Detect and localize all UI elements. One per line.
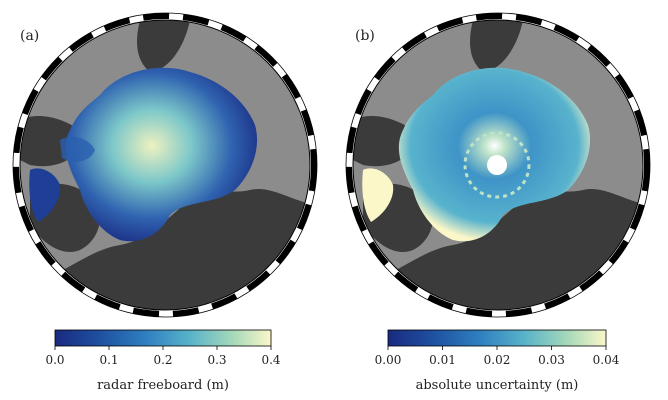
colorbar-a-bar	[54, 329, 272, 347]
panel-label-b: (b)	[355, 28, 375, 44]
panel-b: (b) 0.00 0.01 0.02 0.03 0.04 absolute uncert…	[345, 12, 651, 393]
colorbar-a: 0.0 0.1 0.2 0.3 0.4 radar freeboard (m)	[45, 329, 281, 393]
pole-hole-b	[487, 155, 507, 175]
colorbar-b-ticks: 0.00 0.01 0.02 0.03 0.04	[375, 346, 620, 367]
colorbar-a-ticks: 0.0 0.1 0.2 0.3 0.4	[45, 346, 281, 367]
colorbar-b-bar	[387, 329, 607, 347]
panel-label-a: (a)	[20, 28, 39, 44]
map-graticule-ring-a	[13, 13, 317, 317]
ice-a-channels	[60, 136, 95, 162]
map-graticule-ring-b	[346, 13, 650, 317]
colorbar-b-tick-label: 0.03	[538, 353, 565, 367]
ice-a-edge	[29, 168, 61, 222]
map-frame-b	[352, 19, 644, 311]
map-outer-ring-a	[12, 12, 318, 318]
colorbar-a-tick-label: 0.4	[261, 353, 280, 367]
ice-b	[398, 67, 591, 242]
colorbar-b-tick-label: 0.02	[484, 353, 511, 367]
colorbar-a-tick-label: 0.1	[99, 353, 118, 367]
map-a	[20, 20, 310, 310]
colorbar-b-tick-label: 0.00	[375, 353, 402, 367]
map-outer-ring-b	[345, 12, 651, 318]
land-b-north	[470, 20, 523, 72]
ice-b-margin	[362, 168, 394, 222]
colorbar-a-tick-label: 0.0	[45, 353, 64, 367]
land-a-north	[137, 20, 190, 72]
colorbar-a-tick-label: 0.2	[153, 353, 172, 367]
colorbar-b-tick-label: 0.04	[593, 353, 620, 367]
colorbar-b-title: absolute uncertainty (m)	[416, 378, 579, 393]
ice-a	[65, 67, 258, 242]
colorbar-a-tick-label: 0.3	[207, 353, 226, 367]
colorbar-b: 0.00 0.01 0.02 0.03 0.04 absolute uncertaint…	[375, 329, 620, 393]
colorbar-a-title: radar freeboard (m)	[97, 378, 229, 393]
map-frame-a	[19, 19, 311, 311]
panel-a: (a) 0.0 0.1 0.2 0.3 0.4 radar freeboard (m)	[12, 12, 318, 393]
pole-ring-b	[463, 131, 531, 199]
colorbar-b-tick-label: 0.01	[429, 353, 456, 367]
